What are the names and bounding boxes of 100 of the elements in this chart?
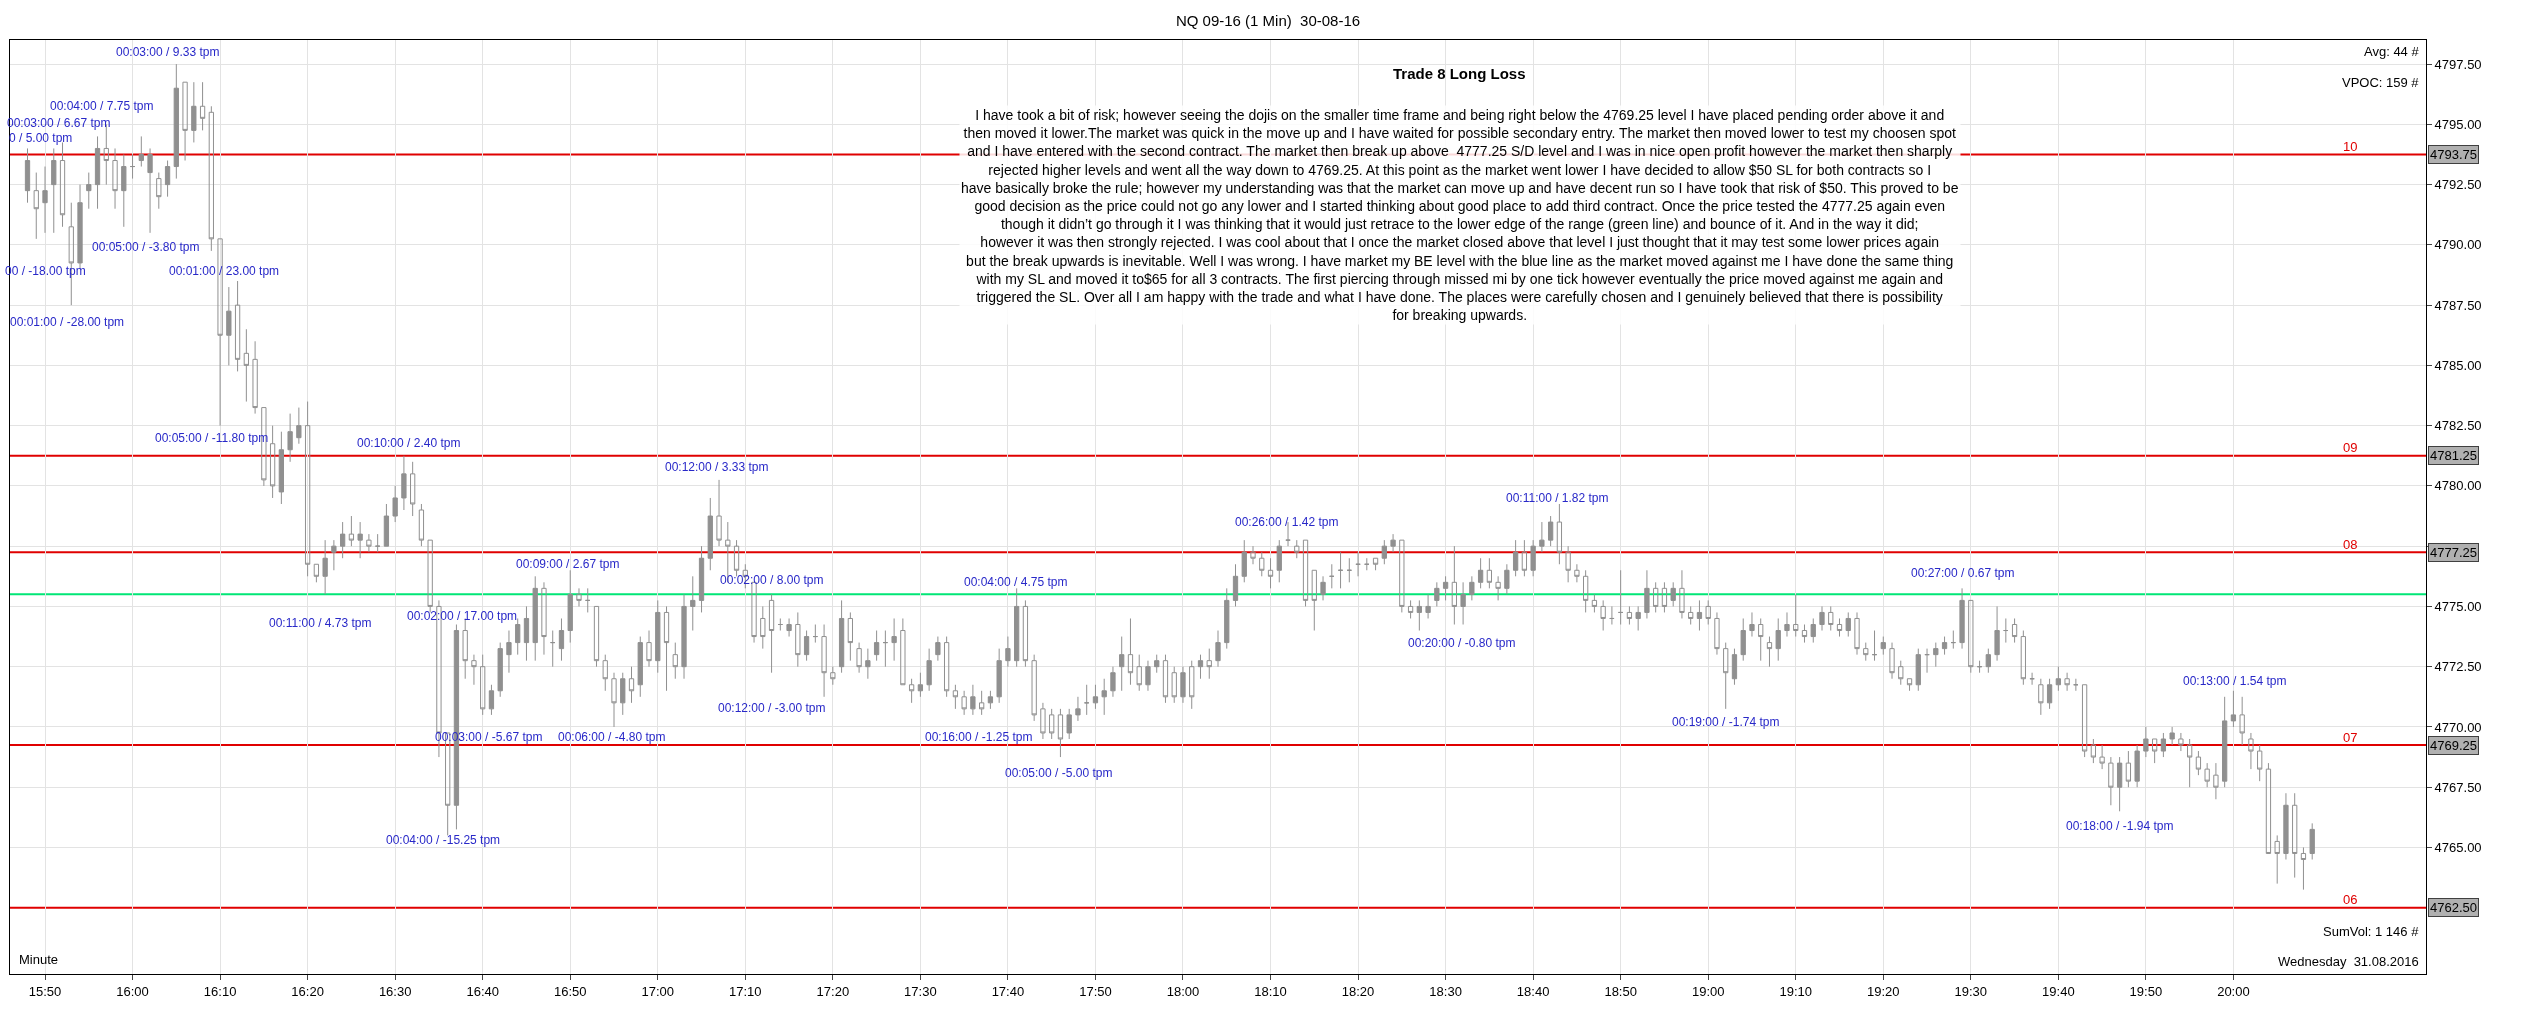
annotation: 00:04:00 / -15.25 tpm xyxy=(386,833,501,847)
candlestick xyxy=(2248,732,2254,770)
x-tick-label: 19:20 xyxy=(1867,983,1900,999)
candlestick xyxy=(2187,738,2193,788)
candlestick xyxy=(1574,563,1580,583)
candlestick xyxy=(112,147,118,210)
ref-line-label: 4769.25 xyxy=(2430,738,2477,753)
candlestick xyxy=(1749,611,1755,638)
candlestick xyxy=(655,599,661,674)
candlestick xyxy=(2257,744,2263,782)
candlestick xyxy=(410,461,416,517)
candlestick xyxy=(611,672,617,728)
candlestick xyxy=(339,521,346,559)
candlestick xyxy=(1259,551,1265,577)
candlestick xyxy=(2125,750,2132,788)
candlestick xyxy=(2134,744,2140,788)
candlestick xyxy=(1346,557,1352,583)
y-tick-label: 4785.00 xyxy=(2434,357,2482,373)
candlestick xyxy=(506,630,512,674)
x-tick-label: 18:00 xyxy=(1166,983,1200,999)
annotation: 00:16:00 / -1.25 tpm xyxy=(925,730,1033,744)
candlestick xyxy=(2081,684,2088,758)
candlestick xyxy=(1084,684,1090,716)
ref-line-label: 4781.25 xyxy=(2430,448,2477,463)
candlestick xyxy=(1469,575,1475,601)
ref-line-label: 4777.25 xyxy=(2430,545,2477,560)
candlestick xyxy=(1836,617,1843,638)
candlestick xyxy=(2283,792,2289,861)
annotation: 00:05:00 / -3.80 tpm xyxy=(92,240,200,254)
text: Trade 8 Long Loss xyxy=(1393,65,1526,82)
candlestick xyxy=(1276,539,1282,583)
candlestick xyxy=(1390,533,1396,553)
candlestick xyxy=(733,539,740,577)
candlestick xyxy=(1224,587,1230,650)
candlestick xyxy=(2222,696,2228,788)
candlestick xyxy=(2239,696,2245,746)
candlestick xyxy=(628,666,635,704)
candlestick xyxy=(515,617,521,656)
candlestick xyxy=(1040,702,1046,740)
candlestick xyxy=(1635,605,1641,632)
x-tick-label: 19:30 xyxy=(1954,983,1988,999)
candlestick xyxy=(42,166,48,234)
candlestick xyxy=(1880,636,1886,656)
annotation: 00:04:00 / 4.75 tpm xyxy=(964,575,1068,589)
candlestick xyxy=(1250,545,1256,565)
x-tick-label: 16:40 xyxy=(466,983,499,999)
candlestick xyxy=(383,503,390,547)
candlestick xyxy=(1583,569,1589,613)
candlestick xyxy=(1723,642,1729,710)
y-tick-label: 4767.50 xyxy=(2434,779,2482,795)
x-tick-label: 20:00 xyxy=(2217,983,2250,999)
x-tick-label: 18:10 xyxy=(1254,983,1287,999)
candlestick xyxy=(1941,636,1948,656)
x-tick-label: 18:30 xyxy=(1429,983,1462,999)
candlestick xyxy=(2169,726,2175,746)
candlestick xyxy=(129,153,136,180)
y-tick-label: 4792.50 xyxy=(2434,177,2482,193)
candlestick xyxy=(585,587,591,613)
annotation: 00:02:00 / 17.00 tpm xyxy=(407,609,518,623)
candlestick xyxy=(541,581,547,656)
candlestick xyxy=(1565,545,1571,583)
candlestick xyxy=(1241,539,1247,583)
candlestick xyxy=(1766,636,1773,668)
candlestick xyxy=(865,648,871,680)
candlestick xyxy=(51,147,57,234)
candlestick xyxy=(1189,660,1195,710)
candlestick xyxy=(602,654,608,692)
candlestick xyxy=(331,539,337,571)
candlestick xyxy=(2003,617,2009,644)
candlestick xyxy=(1162,654,1169,704)
candlestick xyxy=(1136,654,1142,692)
candlestick xyxy=(1215,630,1221,668)
candlestick xyxy=(497,642,503,698)
candlestick xyxy=(252,340,258,415)
candlestick xyxy=(1591,593,1598,613)
annotation: 06 xyxy=(2343,892,2358,907)
candlestick xyxy=(2292,792,2298,879)
candlestick xyxy=(760,605,766,650)
candlestick xyxy=(1688,605,1694,625)
candlestick xyxy=(1793,593,1799,638)
annotation: 00:01:00 / -28.00 tpm xyxy=(10,315,125,329)
candlestick xyxy=(2090,738,2097,764)
candlestick xyxy=(2195,750,2202,776)
candlestick xyxy=(2213,762,2219,800)
candlestick xyxy=(795,611,801,668)
candlestick xyxy=(1644,569,1650,619)
candlestick xyxy=(1933,642,1939,668)
annotation: Avg: 44 # xyxy=(2364,44,2420,59)
annotation: 00:20:00 / -0.80 tpm xyxy=(1408,636,1516,650)
candlestick xyxy=(786,617,792,638)
candlestick xyxy=(943,636,950,698)
candlestick xyxy=(1232,563,1239,607)
x-tick-label: 17:50 xyxy=(1079,983,1112,999)
candlestick xyxy=(1066,708,1072,740)
candlestick xyxy=(1145,660,1151,692)
candlestick xyxy=(891,617,897,662)
candlestick xyxy=(637,636,643,698)
candlestick xyxy=(2300,846,2307,891)
candlestick xyxy=(1670,581,1676,607)
candlestick xyxy=(2073,678,2079,692)
